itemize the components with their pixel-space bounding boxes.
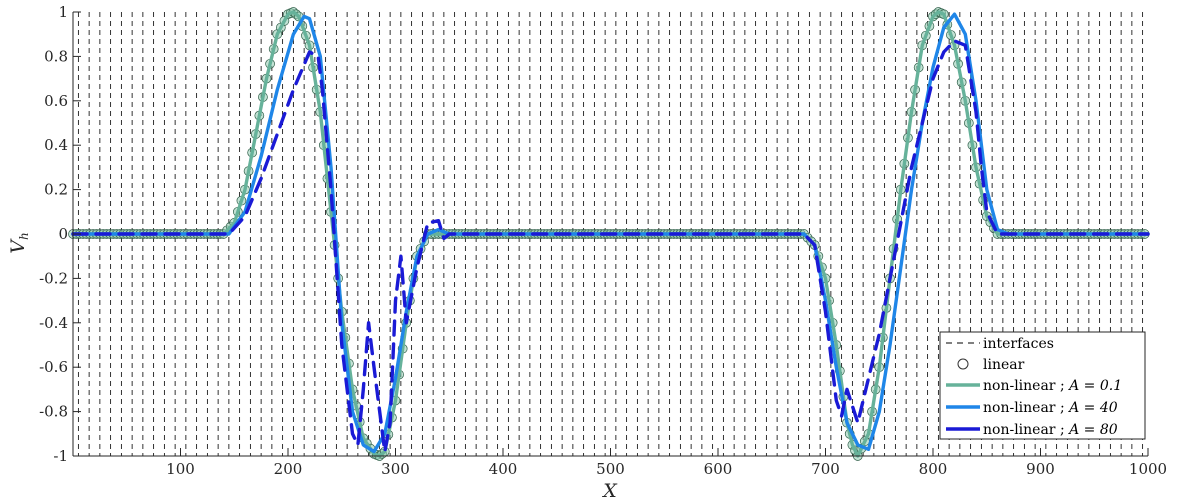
y-tick-label: -0.8: [39, 403, 68, 421]
legend-swatch: [957, 358, 969, 370]
x-tick-label: 900: [1026, 460, 1055, 478]
y-tick-label: 0.2: [44, 181, 68, 199]
legend-entry: interfaces: [946, 336, 1054, 352]
y-axis-label: Vh: [7, 232, 31, 253]
y-tick-label: 0.4: [44, 136, 68, 154]
x-tick-label: 400: [489, 460, 518, 478]
x-tick-label: 500: [596, 460, 625, 478]
x-axis-label: X: [601, 480, 618, 501]
series-line-3: [71, 39, 1150, 454]
x-tick-label: 800: [919, 460, 948, 478]
legend-label-math: A = 40: [1067, 400, 1118, 416]
legend-label-text: non-linear ;: [983, 422, 1069, 438]
y-tick-label: -0.2: [39, 269, 68, 287]
legend-label: linear: [983, 357, 1025, 373]
legend-label-math: A = 0.1: [1067, 378, 1122, 394]
y-axis-label-subscript: h: [17, 232, 31, 240]
y-tick-label: -0.4: [39, 314, 68, 332]
y-axis-ticks: -1 -0.8 -0.6 -0.4 -0.2 0 0.2 0.4 0.6 0.8 1: [39, 3, 81, 465]
y-tick-label: 0.8: [44, 47, 68, 65]
y-axis-label-main: V: [7, 238, 29, 254]
x-tick-label: 1000: [1129, 460, 1167, 478]
x-tick-label: 600: [704, 460, 733, 478]
legend-label: non-linear ; A = 80: [983, 422, 1118, 438]
x-axis-ticks: 100 200 300 400 500 600 700 800 900 1000: [166, 448, 1167, 478]
legend-label-text: non-linear ;: [983, 378, 1069, 394]
y-tick-label: 0.6: [44, 92, 68, 110]
legend-entry: linear: [957, 357, 1025, 373]
legend-label: interfaces: [983, 336, 1054, 352]
y-tick-label: 1: [58, 3, 68, 21]
legend-label-text: interfaces: [983, 336, 1054, 352]
legend-label-text: non-linear ;: [983, 400, 1069, 416]
legend-label-math: A = 80: [1067, 422, 1118, 438]
x-tick-label: 300: [381, 460, 410, 478]
legend-label: non-linear ; A = 40: [983, 400, 1118, 416]
y-tick-label: -0.6: [39, 358, 68, 376]
legend-entry: non-linear ; A = 0.1: [946, 378, 1122, 394]
legend-label-text: linear: [983, 357, 1025, 373]
legend-label: non-linear ; A = 0.1: [983, 378, 1122, 394]
series-layer: [68, 7, 1150, 461]
y-tick-label: -1: [53, 447, 68, 465]
x-tick-label: 100: [166, 460, 195, 478]
x-tick-label: 200: [274, 460, 303, 478]
legend-entry: non-linear ; A = 40: [946, 400, 1118, 416]
x-tick-label: 700: [811, 460, 840, 478]
legend-entry: non-linear ; A = 80: [946, 422, 1118, 438]
y-tick-label: 0: [58, 225, 68, 243]
